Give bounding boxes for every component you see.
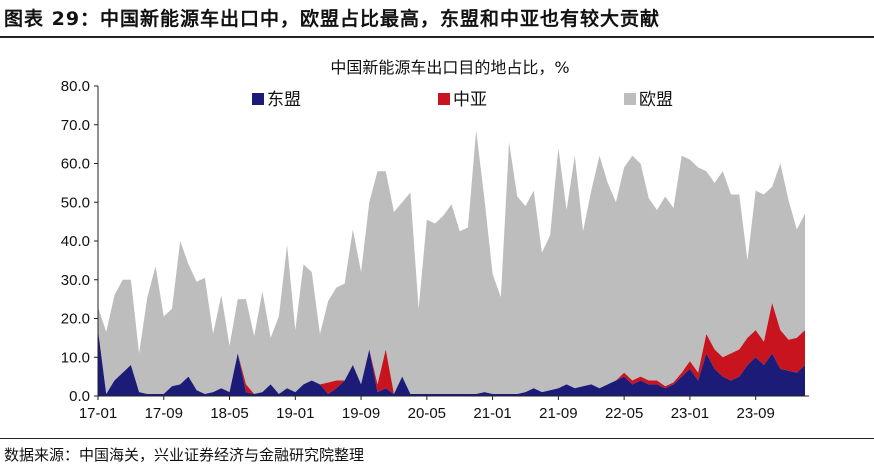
- y-tick-label: 60.0: [61, 156, 90, 173]
- source-note: 数据来源：中国海关，兴业证券经济与金融研究院整理: [4, 446, 365, 464]
- legend-swatch-2: [624, 93, 636, 105]
- y-tick-label: 10.0: [61, 349, 90, 366]
- area-layer: [98, 130, 805, 396]
- chart-title: 中国新能源车出口目的地占比，%: [330, 58, 569, 77]
- y-tick-label: 80.0: [61, 78, 90, 95]
- legend: 东盟 中亚 欧盟: [252, 90, 673, 110]
- stacked-area-chart: 中国新能源车出口目的地占比，% 东盟 中亚 欧盟 0.0 10.0 20.0 30.0 40…: [61, 58, 809, 422]
- x-tick-label: 22-05: [605, 405, 643, 422]
- x-tick-label: 19-09: [342, 405, 380, 422]
- x-tick-label: 17-09: [145, 405, 183, 422]
- series-area-2: [98, 130, 805, 395]
- legend-swatch-0: [252, 93, 264, 105]
- x-tick-label: 19-01: [276, 405, 314, 422]
- x-tick-label: 21-09: [539, 405, 577, 422]
- legend-swatch-1: [438, 93, 450, 105]
- x-tick-label: 18-05: [210, 405, 248, 422]
- series-area-0: [98, 330, 805, 396]
- source-rule: [0, 438, 874, 439]
- axes: 0.0 10.0 20.0 30.0 40.0 50.0 60.0 70.0 80.0 17-01…: [61, 78, 809, 422]
- x-tick-label: 17-01: [79, 405, 117, 422]
- y-tick-label: 50.0: [61, 194, 90, 211]
- x-tick-label: 23-01: [671, 405, 709, 422]
- x-tick-label: 21-01: [473, 405, 511, 422]
- legend-label-0: 东盟: [267, 90, 301, 110]
- y-tick-label: 40.0: [61, 233, 90, 250]
- figure-title: 图表 29：中国新能源车出口中，欧盟占比最高，东盟和中亚也有较大贡献: [4, 8, 661, 30]
- y-tick-label: 20.0: [61, 311, 90, 328]
- legend-label-1: 中亚: [453, 90, 487, 110]
- y-tick-label: 0.0: [69, 388, 90, 405]
- title-rule: [0, 36, 874, 38]
- y-tick-label: 70.0: [61, 117, 90, 134]
- x-tick-label: 20-05: [408, 405, 446, 422]
- legend-label-2: 欧盟: [639, 90, 673, 110]
- x-tick-label: 23-09: [736, 405, 774, 422]
- y-tick-label: 30.0: [61, 272, 90, 289]
